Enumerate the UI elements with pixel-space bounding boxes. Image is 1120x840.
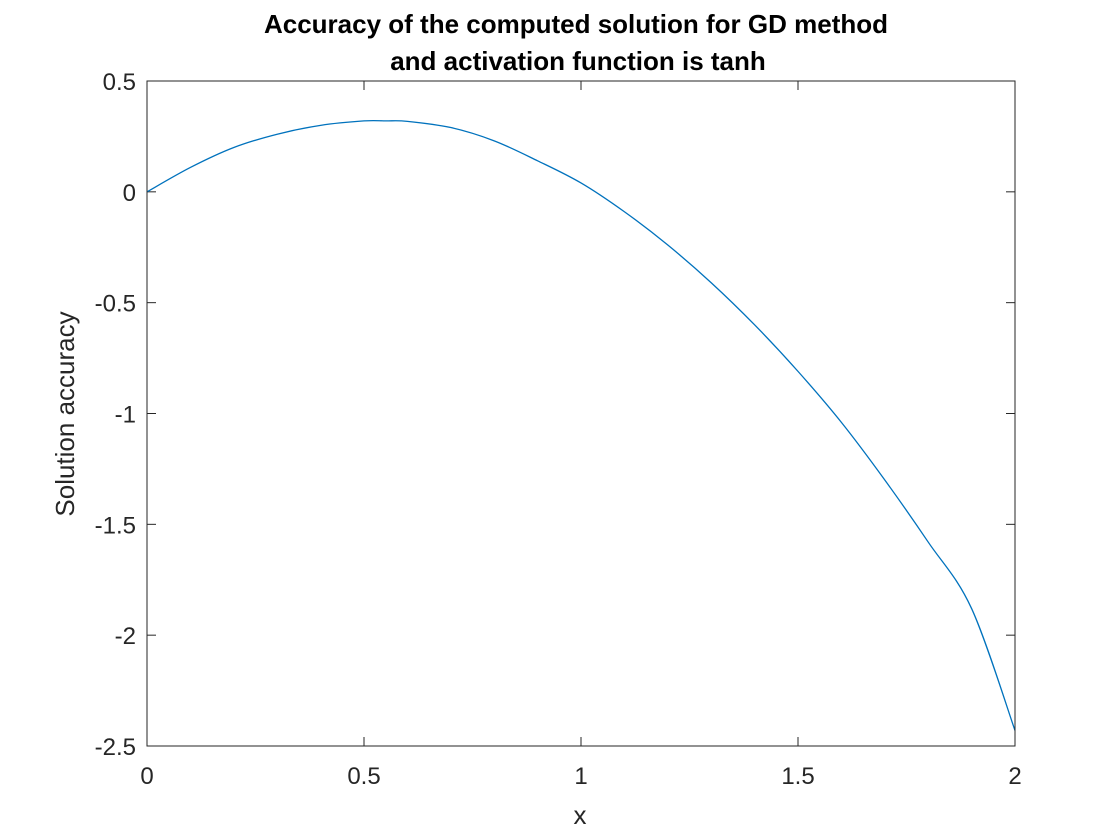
x-tick-label: 2: [1008, 763, 1021, 790]
y-tick-label: 0: [123, 180, 136, 207]
y-axis-label: Solution accuracy: [50, 311, 80, 516]
chart-title-line-1: Accuracy of the computed solution for GD…: [264, 9, 888, 39]
y-tick-label: -1: [115, 402, 136, 429]
series-line-solution-accuracy: [146, 119, 1016, 731]
chart-title-line-2: and activation function is tanh: [390, 46, 766, 76]
y-tick-label: 0.5: [103, 69, 136, 96]
x-tick-label: 0.5: [347, 763, 380, 790]
x-tick-label: 0: [140, 763, 153, 790]
x-tick-label: 1.5: [781, 763, 814, 790]
plot-box: [146, 80, 1016, 747]
x-axis-label: x: [574, 800, 587, 830]
x-tick-label: 1: [574, 763, 587, 790]
plot-area: [147, 81, 1015, 746]
y-tick-label: -2.5: [95, 734, 136, 761]
axis-tick-labels: 0 0.5 1 1.5 2 0.5 0 -0.5 -1 -1.5 -2 -2.5: [95, 69, 1022, 790]
y-tick-label: -1.5: [95, 512, 136, 539]
y-tick-label: -0.5: [95, 291, 136, 318]
y-tick-label: -2: [115, 623, 136, 650]
